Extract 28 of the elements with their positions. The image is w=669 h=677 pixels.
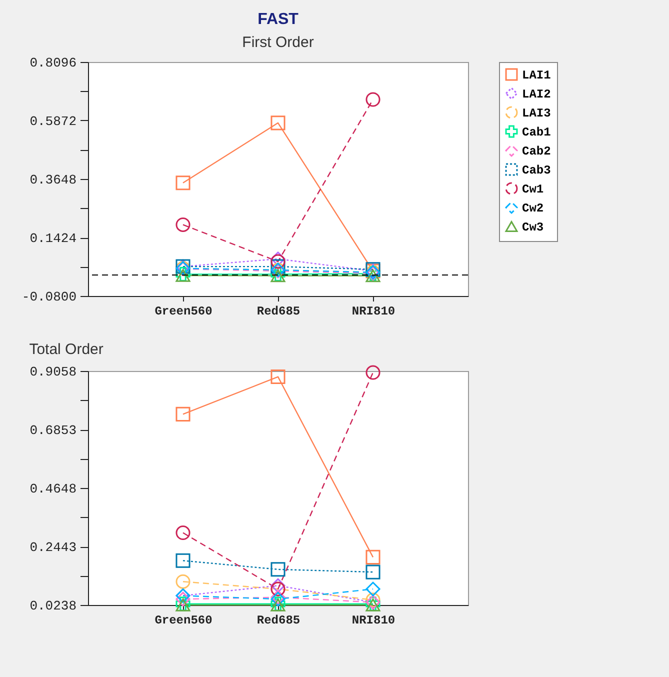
x-tick-label: NRI810 [352,304,396,318]
x-tick-label: NRI810 [352,614,396,628]
legend-label: Cw1 [522,182,544,196]
y-tick-label: 0.2443 [30,540,76,555]
legend-label: LAI2 [522,88,551,102]
x-tick-label: Green560 [154,304,212,318]
y-tick-label: 0.1424 [30,231,77,246]
y-tick-label: 0.0238 [30,598,76,614]
y-tick-label: 0.9058 [30,364,76,380]
legend-label: LAI1 [522,68,551,82]
y-tick-label: -0.0800 [22,290,76,304]
legend-label: Cw2 [522,202,544,216]
x-tick-label: Red685 [256,304,300,318]
legend-label: Cab1 [522,126,551,140]
x-tick-label: Green560 [154,614,212,628]
legend-label: Cab2 [522,144,551,158]
chart-title: FAST [258,11,299,28]
legend-label: LAI3 [522,106,551,120]
y-tick-label: 0.6853 [30,423,76,438]
y-tick-label: 0.3648 [30,172,76,188]
legend-label: Cab3 [522,164,551,178]
x-tick-label: Red685 [256,614,300,628]
legend-label: Cw3 [522,220,544,234]
chart-subtitle: First Order [242,34,314,51]
y-tick-label: 0.8096 [30,56,76,70]
y-tick-label: 0.5872 [30,114,76,129]
y-tick-label: 0.4648 [30,482,76,496]
chart-title: Total Order [29,341,104,358]
